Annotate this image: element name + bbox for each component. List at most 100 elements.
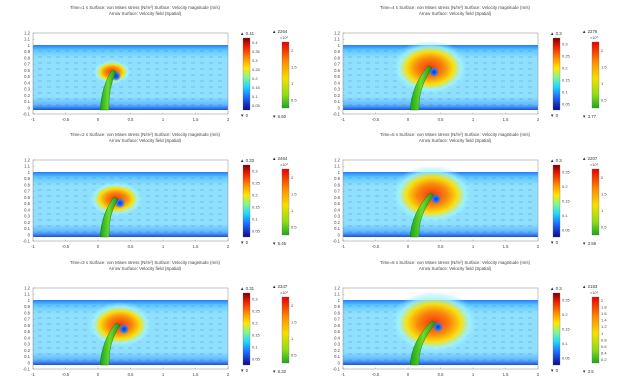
vortex-core — [431, 194, 441, 204]
x-tick-label: 0.5 — [128, 244, 134, 249]
panel-subtitle: Arrow Surface: Velocity field (Spatial) — [419, 266, 492, 271]
velocity-colorbar-tick: 0.1 — [252, 94, 258, 99]
velocity-colorbar — [242, 292, 251, 366]
panel-title: Time=4 s Surface: von Mises stress (N/m²… — [380, 5, 531, 10]
stress-colorbar-tick: 0.5 — [291, 224, 297, 229]
stress-colorbar-max: ▲ 2347 — [272, 284, 288, 289]
y-tick-label: 0 — [338, 360, 341, 365]
y-tick-label: 0.5 — [24, 329, 30, 334]
flexible-beam — [409, 320, 437, 366]
x-tick-label: -0.5 — [62, 117, 70, 122]
velocity-colorbar-tick: 0.05 — [252, 357, 261, 362]
stress-colorbar-tick: 2 — [601, 298, 604, 303]
velocity-colorbar-tick: 0.1 — [562, 90, 568, 95]
velocity-colorbar-tick: 0.2 — [562, 184, 568, 189]
y-tick-label: 0.9 — [334, 49, 340, 54]
velocity-colorbar-tick: 0.25 — [562, 298, 571, 303]
x-tick-label: 0.5 — [128, 117, 134, 122]
panel-subtitle: Arrow Surface: Velocity field (Spatial) — [419, 11, 492, 16]
velocity-colorbar-tick: 0.2 — [562, 312, 568, 317]
vortex-core — [115, 198, 125, 208]
y-tick-label: 0.7 — [334, 317, 340, 322]
vortex-core — [433, 322, 443, 332]
stress-colorbar-exponent: ×10³ — [280, 36, 288, 40]
stress-colorbar-tick: 1.2 — [601, 324, 607, 329]
y-tick-label: 0.3 — [334, 87, 340, 92]
velocity-colorbar-max: ▲ 0.33 — [240, 158, 255, 163]
stress-colorbar-tick: 1 — [291, 336, 294, 341]
y-tick-label: 0 — [338, 105, 341, 110]
y-tick-label: 0.1 — [334, 99, 340, 104]
y-tick-label: 0.6 — [334, 323, 340, 328]
velocity-colorbar-tick: 0.15 — [252, 205, 261, 210]
y-tick-label: -0.1 — [333, 112, 341, 117]
x-tick-label: 1.5 — [503, 117, 509, 122]
stress-colorbar-tick: 0.2 — [601, 357, 607, 362]
x-tick-label: 2 — [537, 117, 540, 122]
y-tick-label: 1.2 — [334, 31, 340, 36]
x-tick-label: 1 — [162, 372, 165, 377]
x-tick-label: 1 — [162, 244, 165, 249]
stress-colorbar-tick: 1.5 — [291, 64, 297, 69]
panel-time-6: Time=6 s Surface: von Mises stress (N/m²… — [333, 260, 608, 377]
y-tick-label: 0.6 — [334, 195, 340, 200]
y-tick-label: -0.1 — [333, 367, 341, 372]
stress-colorbar-exponent: ×10³ — [280, 291, 288, 295]
stress-colorbar-tick: 1.4 — [601, 318, 607, 323]
flexible-beam — [409, 65, 433, 111]
stress-colorbar-max: ▲ 2264 — [272, 29, 288, 34]
x-tick-label: 2 — [227, 244, 230, 249]
panel-time-2: Time=2 s Surface: von Mises stress (N/m²… — [23, 132, 298, 249]
velocity-colorbar-min: ▼ 0 — [550, 113, 559, 118]
velocity-colorbar-tick: 0.05 — [562, 355, 571, 360]
stress-colorbar-max: ▲ 2464 — [272, 156, 288, 161]
x-tick-label: 1.5 — [503, 372, 509, 377]
x-tick-label: -1 — [341, 244, 345, 249]
y-tick-label: 0.5 — [24, 201, 30, 206]
stress-colorbar-tick: 2 — [291, 175, 294, 180]
x-tick-label: -0.5 — [372, 372, 380, 377]
stress-colorbar-exponent: ×10³ — [280, 163, 288, 167]
y-tick-label: 0.4 — [24, 335, 30, 340]
y-tick-label: 0.5 — [24, 74, 30, 79]
x-tick-label: 0 — [97, 244, 100, 249]
x-tick-label: -0.5 — [62, 372, 70, 377]
velocity-colorbar — [242, 37, 251, 111]
velocity-colorbar-tick: 0.25 — [252, 67, 261, 72]
y-tick-label: 0.2 — [334, 348, 340, 353]
flexible-beam — [409, 192, 435, 238]
y-tick-label: 0.2 — [24, 348, 30, 353]
x-tick-label: 0.5 — [438, 244, 444, 249]
velocity-colorbar-tick: 0.2 — [252, 76, 258, 81]
stress-colorbar-tick: 1 — [291, 208, 294, 213]
stress-colorbar-min: ▼ 3.5 — [582, 369, 594, 374]
velocity-colorbar-max: ▲ 0.3 — [550, 158, 562, 163]
x-tick-label: 0.5 — [438, 117, 444, 122]
y-tick-label: 1.2 — [24, 286, 30, 291]
stress-colorbar-min: ▼ 5.45 — [272, 241, 287, 246]
y-tick-label: 0.3 — [334, 214, 340, 219]
y-tick-label: 0.7 — [24, 317, 30, 322]
x-tick-label: -1 — [341, 372, 345, 377]
panel-subtitle: Arrow Surface: Velocity field (Spatial) — [109, 138, 182, 143]
y-tick-label: 0.3 — [334, 342, 340, 347]
stress-colorbar-exponent: ×10³ — [590, 163, 598, 167]
x-tick-label: 1.5 — [193, 372, 199, 377]
y-tick-label: 1 — [28, 43, 31, 48]
stress-colorbar-tick: 0.5 — [291, 352, 297, 357]
velocity-colorbar-max: ▲ 0.41 — [240, 31, 255, 36]
velocity-colorbar-tick: 0.1 — [562, 341, 568, 346]
velocity-colorbar-tick: 0.2 — [252, 321, 258, 326]
stress-colorbar-max: ▲ 2183 — [582, 284, 598, 289]
y-tick-label: 1.1 — [24, 37, 30, 42]
y-tick-label: 0.8 — [334, 310, 340, 315]
x-tick-label: 1 — [472, 117, 475, 122]
y-tick-label: 1 — [338, 170, 341, 175]
y-tick-label: 1 — [338, 298, 341, 303]
stress-colorbar-tick: 1 — [601, 208, 604, 213]
velocity-colorbar-tick: 0.3 — [252, 297, 258, 302]
y-tick-label: 0.4 — [24, 80, 30, 85]
stress-colorbar-tick: 1 — [601, 331, 604, 336]
y-tick-label: 1 — [28, 170, 31, 175]
y-tick-label: 0.4 — [334, 80, 340, 85]
